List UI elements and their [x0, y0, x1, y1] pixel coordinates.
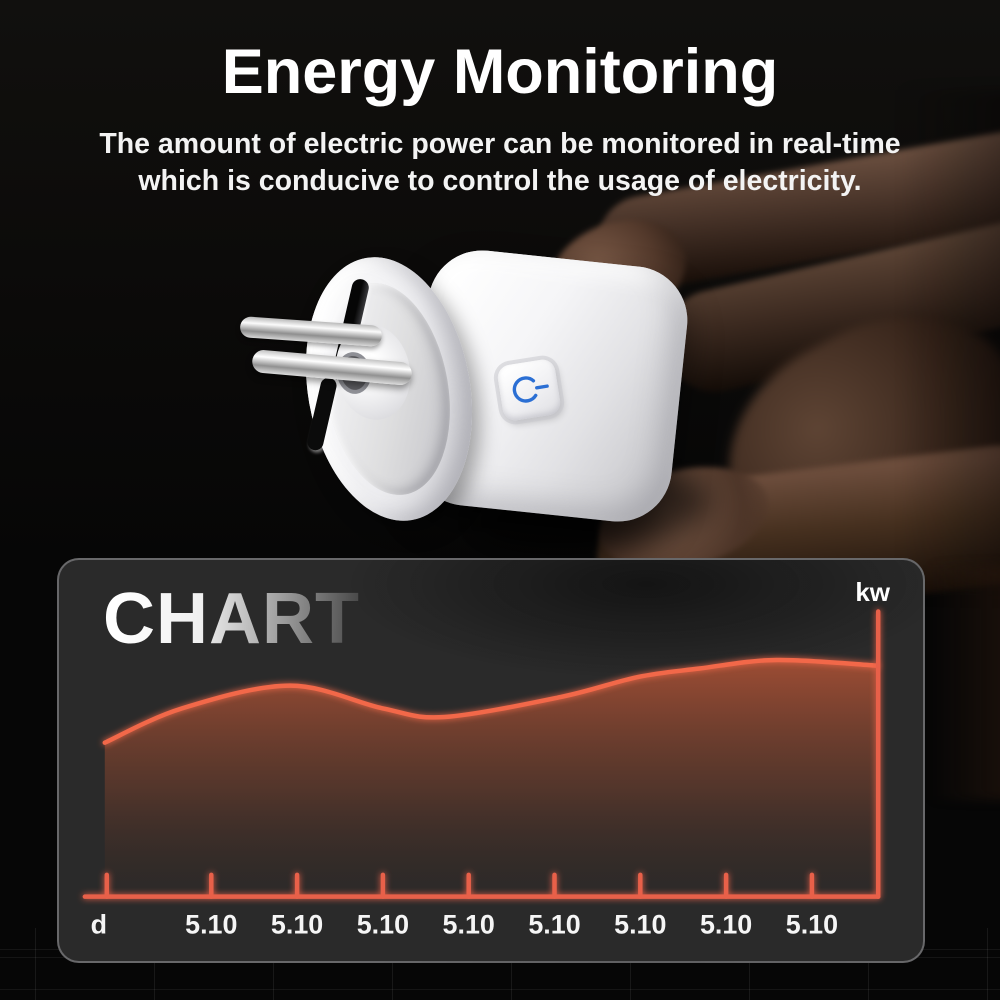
chart-axes [82, 609, 881, 899]
power-icon [512, 376, 549, 403]
x-tick-label: 5.10 [786, 909, 838, 939]
x-tick-label: 5.10 [443, 909, 495, 939]
page-title: Energy Monitoring [221, 37, 779, 107]
x-tick-label: d [91, 909, 107, 939]
chart-unit-label: kw [855, 577, 890, 607]
energy-chart: d 5.10 5.10 5.10 5.10 5.10 5.10 5.10 5.10 [82, 609, 881, 939]
chart-title: CHART [103, 579, 360, 659]
subtitle-line-2: which is conducive to control the usage … [138, 165, 862, 197]
chart-line [102, 657, 880, 745]
x-tick-label: 5.10 [271, 909, 323, 939]
x-tick-label: 5.10 [700, 909, 752, 939]
x-tick-label: 5.10 [185, 909, 237, 939]
subtitle: The amount of electric power can be moni… [0, 126, 1000, 200]
hand-shadow [900, 90, 1000, 595]
chart-panel: d 5.10 5.10 5.10 5.10 5.10 5.10 5.10 5.10 CHART … [57, 558, 925, 963]
chart-area-fill [104, 659, 878, 897]
power-button [495, 357, 563, 423]
x-tick-label: 5.10 [528, 909, 580, 939]
x-tick-labels: d 5.10 5.10 5.10 5.10 5.10 5.10 5.10 5.10 [91, 909, 838, 939]
x-tick-label: 5.10 [357, 909, 409, 939]
x-tick-label: 5.10 [614, 909, 666, 939]
subtitle-line-1: The amount of electric power can be moni… [99, 128, 901, 160]
hand-shadow-lower [928, 565, 1000, 800]
